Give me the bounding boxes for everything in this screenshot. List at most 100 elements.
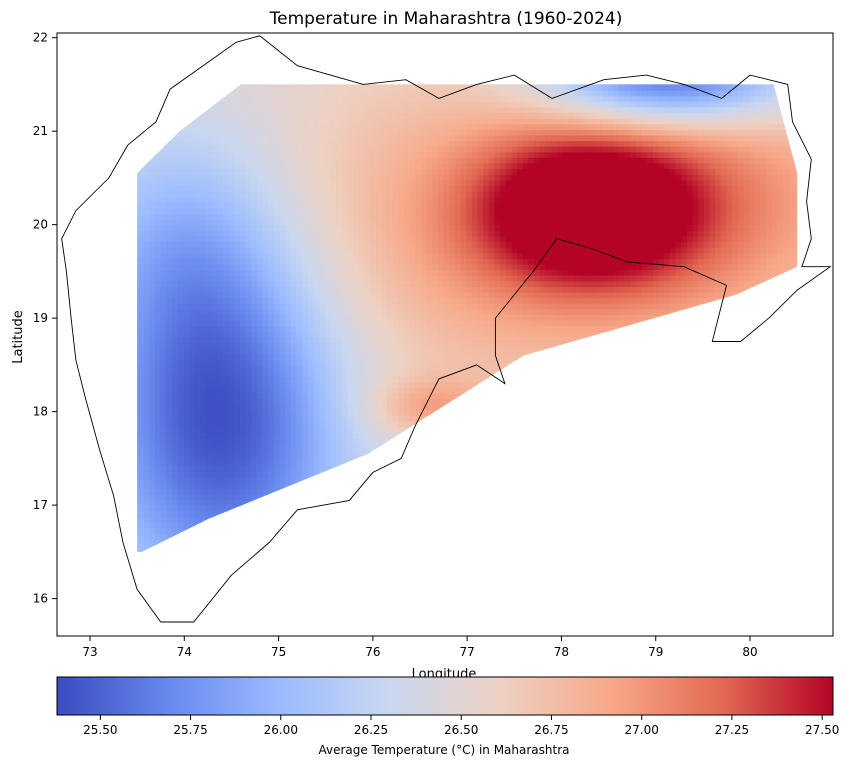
heatmap-cell <box>262 247 269 254</box>
heatmap-cell <box>296 224 303 231</box>
heatmap-cell <box>234 477 241 484</box>
heatmap-cell <box>251 168 258 175</box>
heatmap-cell <box>319 280 326 287</box>
heatmap-cell <box>268 454 275 461</box>
heatmap-cell <box>370 168 377 175</box>
heatmap-cell <box>324 84 332 86</box>
heatmap-cell <box>273 275 281 282</box>
heatmap-cell <box>443 196 450 203</box>
heatmap-cell <box>138 235 145 243</box>
heatmap-cell <box>432 191 439 198</box>
heatmap-cell <box>273 303 281 310</box>
heatmap-cell <box>432 213 439 220</box>
heatmap-cell <box>443 297 450 304</box>
heatmap-cell <box>403 118 411 125</box>
heatmap-cell <box>138 398 145 405</box>
heatmap-cell <box>256 477 264 484</box>
heatmap-cell <box>437 162 445 170</box>
heatmap-cell <box>234 527 241 534</box>
heatmap-cell <box>155 336 162 344</box>
heatmap-cell <box>228 224 235 231</box>
heatmap-cell <box>381 493 388 501</box>
heatmap-cell <box>149 224 156 231</box>
heatmap-cell <box>449 376 456 383</box>
heatmap-cell <box>177 162 184 170</box>
heatmap-cell <box>155 415 162 422</box>
heatmap-cell <box>234 499 241 506</box>
heatmap-cell <box>370 275 377 282</box>
heatmap-cell <box>398 252 405 259</box>
heatmap-cell <box>364 291 371 299</box>
heatmap-cell <box>285 291 292 299</box>
heatmap-cell <box>155 454 162 461</box>
heatmap-cell <box>296 269 303 276</box>
heatmap-cell <box>228 404 235 411</box>
heatmap-cell <box>144 73 150 79</box>
heatmap-cell <box>222 247 230 254</box>
heatmap-cell <box>189 230 196 237</box>
heatmap-cell <box>296 112 303 119</box>
heatmap-cell <box>143 151 151 158</box>
heatmap-cell <box>358 415 365 422</box>
heatmap-cell <box>370 241 377 248</box>
heatmap-cell <box>409 162 416 170</box>
heatmap-cell <box>172 129 179 136</box>
heatmap-cell <box>268 241 275 248</box>
heatmap-cell <box>137 325 139 332</box>
heatmap-cell <box>239 129 247 136</box>
heatmap-cell <box>324 544 332 551</box>
heatmap-cell <box>364 286 371 293</box>
heatmap-cell <box>189 533 196 540</box>
heatmap-cell <box>194 465 201 473</box>
heatmap-cell <box>330 280 337 287</box>
heatmap-cell <box>256 336 264 344</box>
heatmap-cell <box>387 235 394 243</box>
heatmap-cell <box>262 162 269 170</box>
heatmap-cell <box>415 465 422 473</box>
heatmap-cell <box>279 118 286 125</box>
heatmap-cell <box>324 381 332 388</box>
heatmap-cell <box>200 325 207 332</box>
heatmap-cell <box>268 280 275 287</box>
heatmap-cell <box>437 280 445 287</box>
heatmap-cell <box>353 263 360 271</box>
heatmap-cell <box>347 129 354 136</box>
heatmap-cell <box>239 415 247 422</box>
heatmap-cell <box>426 280 433 287</box>
heatmap-cell <box>268 336 275 344</box>
heatmap-cell <box>398 303 405 310</box>
heatmap-cell <box>172 213 179 220</box>
heatmap-cell <box>302 196 309 203</box>
heatmap-cell <box>273 134 281 142</box>
heatmap-cell <box>166 437 173 445</box>
heatmap-cell <box>279 134 286 142</box>
heatmap-cell <box>443 359 450 366</box>
heatmap-cell <box>290 364 298 372</box>
heatmap-cell <box>336 308 343 315</box>
heatmap-cell <box>375 118 382 125</box>
heatmap-cell <box>160 449 167 456</box>
heatmap-cell <box>341 95 349 102</box>
heatmap-cell <box>155 129 162 136</box>
heatmap-cell <box>273 235 281 243</box>
heatmap-cell <box>290 146 298 153</box>
heatmap-cell <box>205 409 213 416</box>
heatmap-cell <box>155 196 162 203</box>
heatmap-cell <box>392 235 399 243</box>
heatmap-cell <box>290 544 298 551</box>
heatmap-cell <box>189 118 196 125</box>
heatmap-cell <box>166 538 173 545</box>
heatmap-cell <box>302 140 309 147</box>
heatmap-cell <box>392 404 399 411</box>
heatmap-cell <box>432 118 439 125</box>
heatmap-cell <box>177 118 184 125</box>
heatmap-cell <box>262 140 269 147</box>
heatmap-cell <box>336 224 343 231</box>
heatmap-cell <box>262 185 269 192</box>
heatmap-cell <box>302 247 309 254</box>
heatmap-cell <box>319 202 326 209</box>
heatmap-cell <box>245 196 252 203</box>
heatmap-cell <box>149 140 156 147</box>
heatmap-cell <box>217 342 224 349</box>
heatmap-cell <box>183 106 190 114</box>
